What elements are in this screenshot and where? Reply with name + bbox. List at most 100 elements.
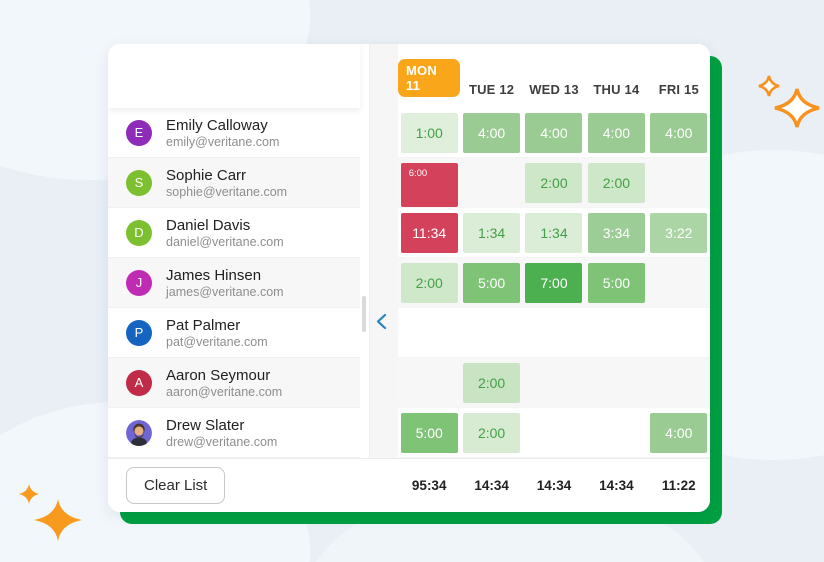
day-header[interactable]: TUE 12	[468, 82, 515, 97]
calendar-slot: 4:00	[585, 108, 647, 157]
calendar-header: MON 11 TUE 12 WED 13 THU 14 FRI 15	[398, 44, 710, 108]
person-row[interactable]: D Daniel Davis daniel@veritane.com	[108, 208, 360, 258]
avatar: E	[126, 119, 152, 146]
sparkle-icon	[758, 75, 820, 128]
time-entry-value: 7:00	[540, 275, 568, 291]
clear-list-button[interactable]: Clear List	[126, 467, 226, 504]
person-row[interactable]: A Aaron Seymour aaron@veritane.com	[108, 358, 360, 408]
time-entry-cell[interactable]: 4:00	[650, 113, 708, 153]
calendar-slot: 11:34	[398, 208, 460, 257]
chevron-left-icon	[376, 313, 386, 329]
time-entry-value: 4:00	[665, 425, 693, 441]
time-entry-cell[interactable]: 2:00	[463, 413, 521, 453]
person-row[interactable]: E Emily Calloway emily@veritane.com	[108, 108, 360, 158]
person-row[interactable]: P Pat Palmer pat@veritane.com	[108, 308, 360, 358]
time-entry-cell[interactable]: 4:00	[650, 413, 708, 453]
time-entry-value: 2:00	[602, 175, 631, 191]
calendar-row: 1:00 4:00 4:00 4:00 4:00	[398, 108, 710, 158]
calendar-row: 2:00 5:00 7:00 5:00	[398, 258, 710, 308]
scrollbar-thumb[interactable]	[362, 296, 366, 332]
time-entry-value: 3:22	[665, 225, 693, 241]
time-entry-value: 4:00	[602, 125, 631, 141]
person-email: drew@veritane.com	[166, 434, 278, 449]
time-entry-cell[interactable]: 4:00	[587, 113, 645, 153]
calendar-slot: 1:34	[460, 208, 522, 257]
day-header[interactable]: WED 13	[529, 82, 579, 97]
calendar-slot: 5:00	[460, 258, 522, 307]
day-total: 11:22	[661, 478, 696, 493]
day-header[interactable]: FRI 15	[658, 82, 699, 97]
time-entry-cell[interactable]: 3:22	[650, 213, 708, 253]
time-entry-cell[interactable]: 11:34	[400, 213, 458, 253]
calendar-grid: 1:00 4:00 4:00 4:00 4:00 6:00 2:00 2:00 11:34 1:3…	[398, 108, 710, 458]
person-email: james@veritane.com	[166, 284, 284, 299]
calendar-slot: 2:00	[523, 158, 585, 207]
person-email: aaron@veritane.com	[166, 384, 283, 399]
avatar: J	[126, 269, 152, 296]
calendar-slot: 2:00	[460, 408, 522, 457]
calendar-slot	[648, 158, 710, 207]
person-name: Pat Palmer	[166, 316, 241, 334]
time-entry-cell[interactable]: 1:34	[525, 213, 583, 253]
totals-row: 95:34 14:34 14:34 14:34 11:22	[398, 478, 710, 493]
time-entry-value: 1:34	[477, 225, 506, 241]
time-entry-value: 5:00	[477, 275, 506, 291]
calendar-slot: 7:00	[523, 258, 585, 307]
day-header[interactable]: THU 14	[593, 82, 640, 97]
collapse-panel-button[interactable]	[371, 308, 391, 334]
person-name: Drew Slater	[166, 416, 245, 434]
time-entry-value: 2:00	[415, 275, 443, 291]
person-row[interactable]: J James Hinsen james@veritane.com	[108, 258, 360, 308]
calendar-slot	[648, 358, 710, 407]
calendar-slot: 1:00	[398, 108, 460, 157]
time-entry-cell[interactable]: 6:00	[400, 163, 458, 207]
people-list: E Emily Calloway emily@veritane.com S Sophie…	[108, 108, 360, 458]
day-header[interactable]: MON 11	[398, 59, 461, 97]
calendar-slot	[460, 308, 522, 357]
time-entry-cell[interactable]: 2:00	[525, 163, 583, 203]
time-entry-cell[interactable]: 5:00	[587, 263, 645, 303]
calendar-slot: 2:00	[585, 158, 647, 207]
time-entry-value: 4:00	[540, 125, 568, 141]
person-email: pat@veritane.com	[166, 334, 268, 349]
person-info: Emily Calloway emily@veritane.com	[166, 116, 279, 150]
calendar-slot	[523, 408, 585, 457]
calendar-slot	[585, 308, 647, 357]
time-entry-cell[interactable]: 1:00	[400, 113, 458, 153]
time-entry-value: 11:34	[412, 225, 447, 241]
calendar-slot	[460, 158, 522, 207]
person-row[interactable]: Drew Slater drew@veritane.com	[108, 408, 360, 458]
person-info: Aaron Seymour aaron@veritane.com	[166, 366, 282, 400]
time-entry-cell[interactable]: 4:00	[463, 113, 521, 153]
avatar: A	[126, 369, 152, 396]
calendar-slot: 4:00	[460, 108, 522, 157]
time-entry-value: 6:00	[408, 168, 428, 179]
person-row[interactable]: S Sophie Carr sophie@veritane.com	[108, 158, 360, 208]
time-entry-value: 2:00	[477, 375, 506, 391]
avatar: S	[126, 169, 152, 196]
time-entry-cell[interactable]: 2:00	[587, 163, 645, 203]
time-entry-cell[interactable]: 5:00	[400, 413, 458, 453]
time-entry-cell[interactable]: 2:00	[463, 363, 521, 403]
time-entry-value: 5:00	[602, 275, 631, 291]
calendar-slot	[398, 358, 460, 407]
calendar-slot	[523, 308, 585, 357]
time-entry-value: 2:00	[477, 425, 506, 441]
time-entry-cell[interactable]: 2:00	[400, 263, 458, 303]
calendar-slot: 4:00	[648, 108, 710, 157]
day-total: 14:34	[474, 478, 509, 493]
calendar-slot: 6:00	[398, 158, 460, 207]
person-info: Pat Palmer pat@veritane.com	[166, 316, 268, 350]
time-entry-cell[interactable]: 5:00	[463, 263, 521, 303]
calendar-slot: 2:00	[460, 358, 522, 407]
timesheet-card: E Emily Calloway emily@veritane.com S Sophie…	[108, 44, 710, 512]
person-name: Daniel Davis	[166, 216, 251, 234]
time-entry-cell[interactable]: 7:00	[525, 263, 583, 303]
timesheet-main: E Emily Calloway emily@veritane.com S Sophie…	[108, 44, 710, 458]
calendar-row: 6:00 2:00 2:00	[398, 158, 710, 208]
time-entry-cell[interactable]: 3:34	[587, 213, 645, 253]
time-entry-cell[interactable]: 1:34	[463, 213, 521, 253]
time-entry-cell[interactable]: 4:00	[525, 113, 583, 153]
day-total: 95:34	[411, 478, 447, 493]
bottom-bar-left: Clear List	[108, 467, 398, 504]
